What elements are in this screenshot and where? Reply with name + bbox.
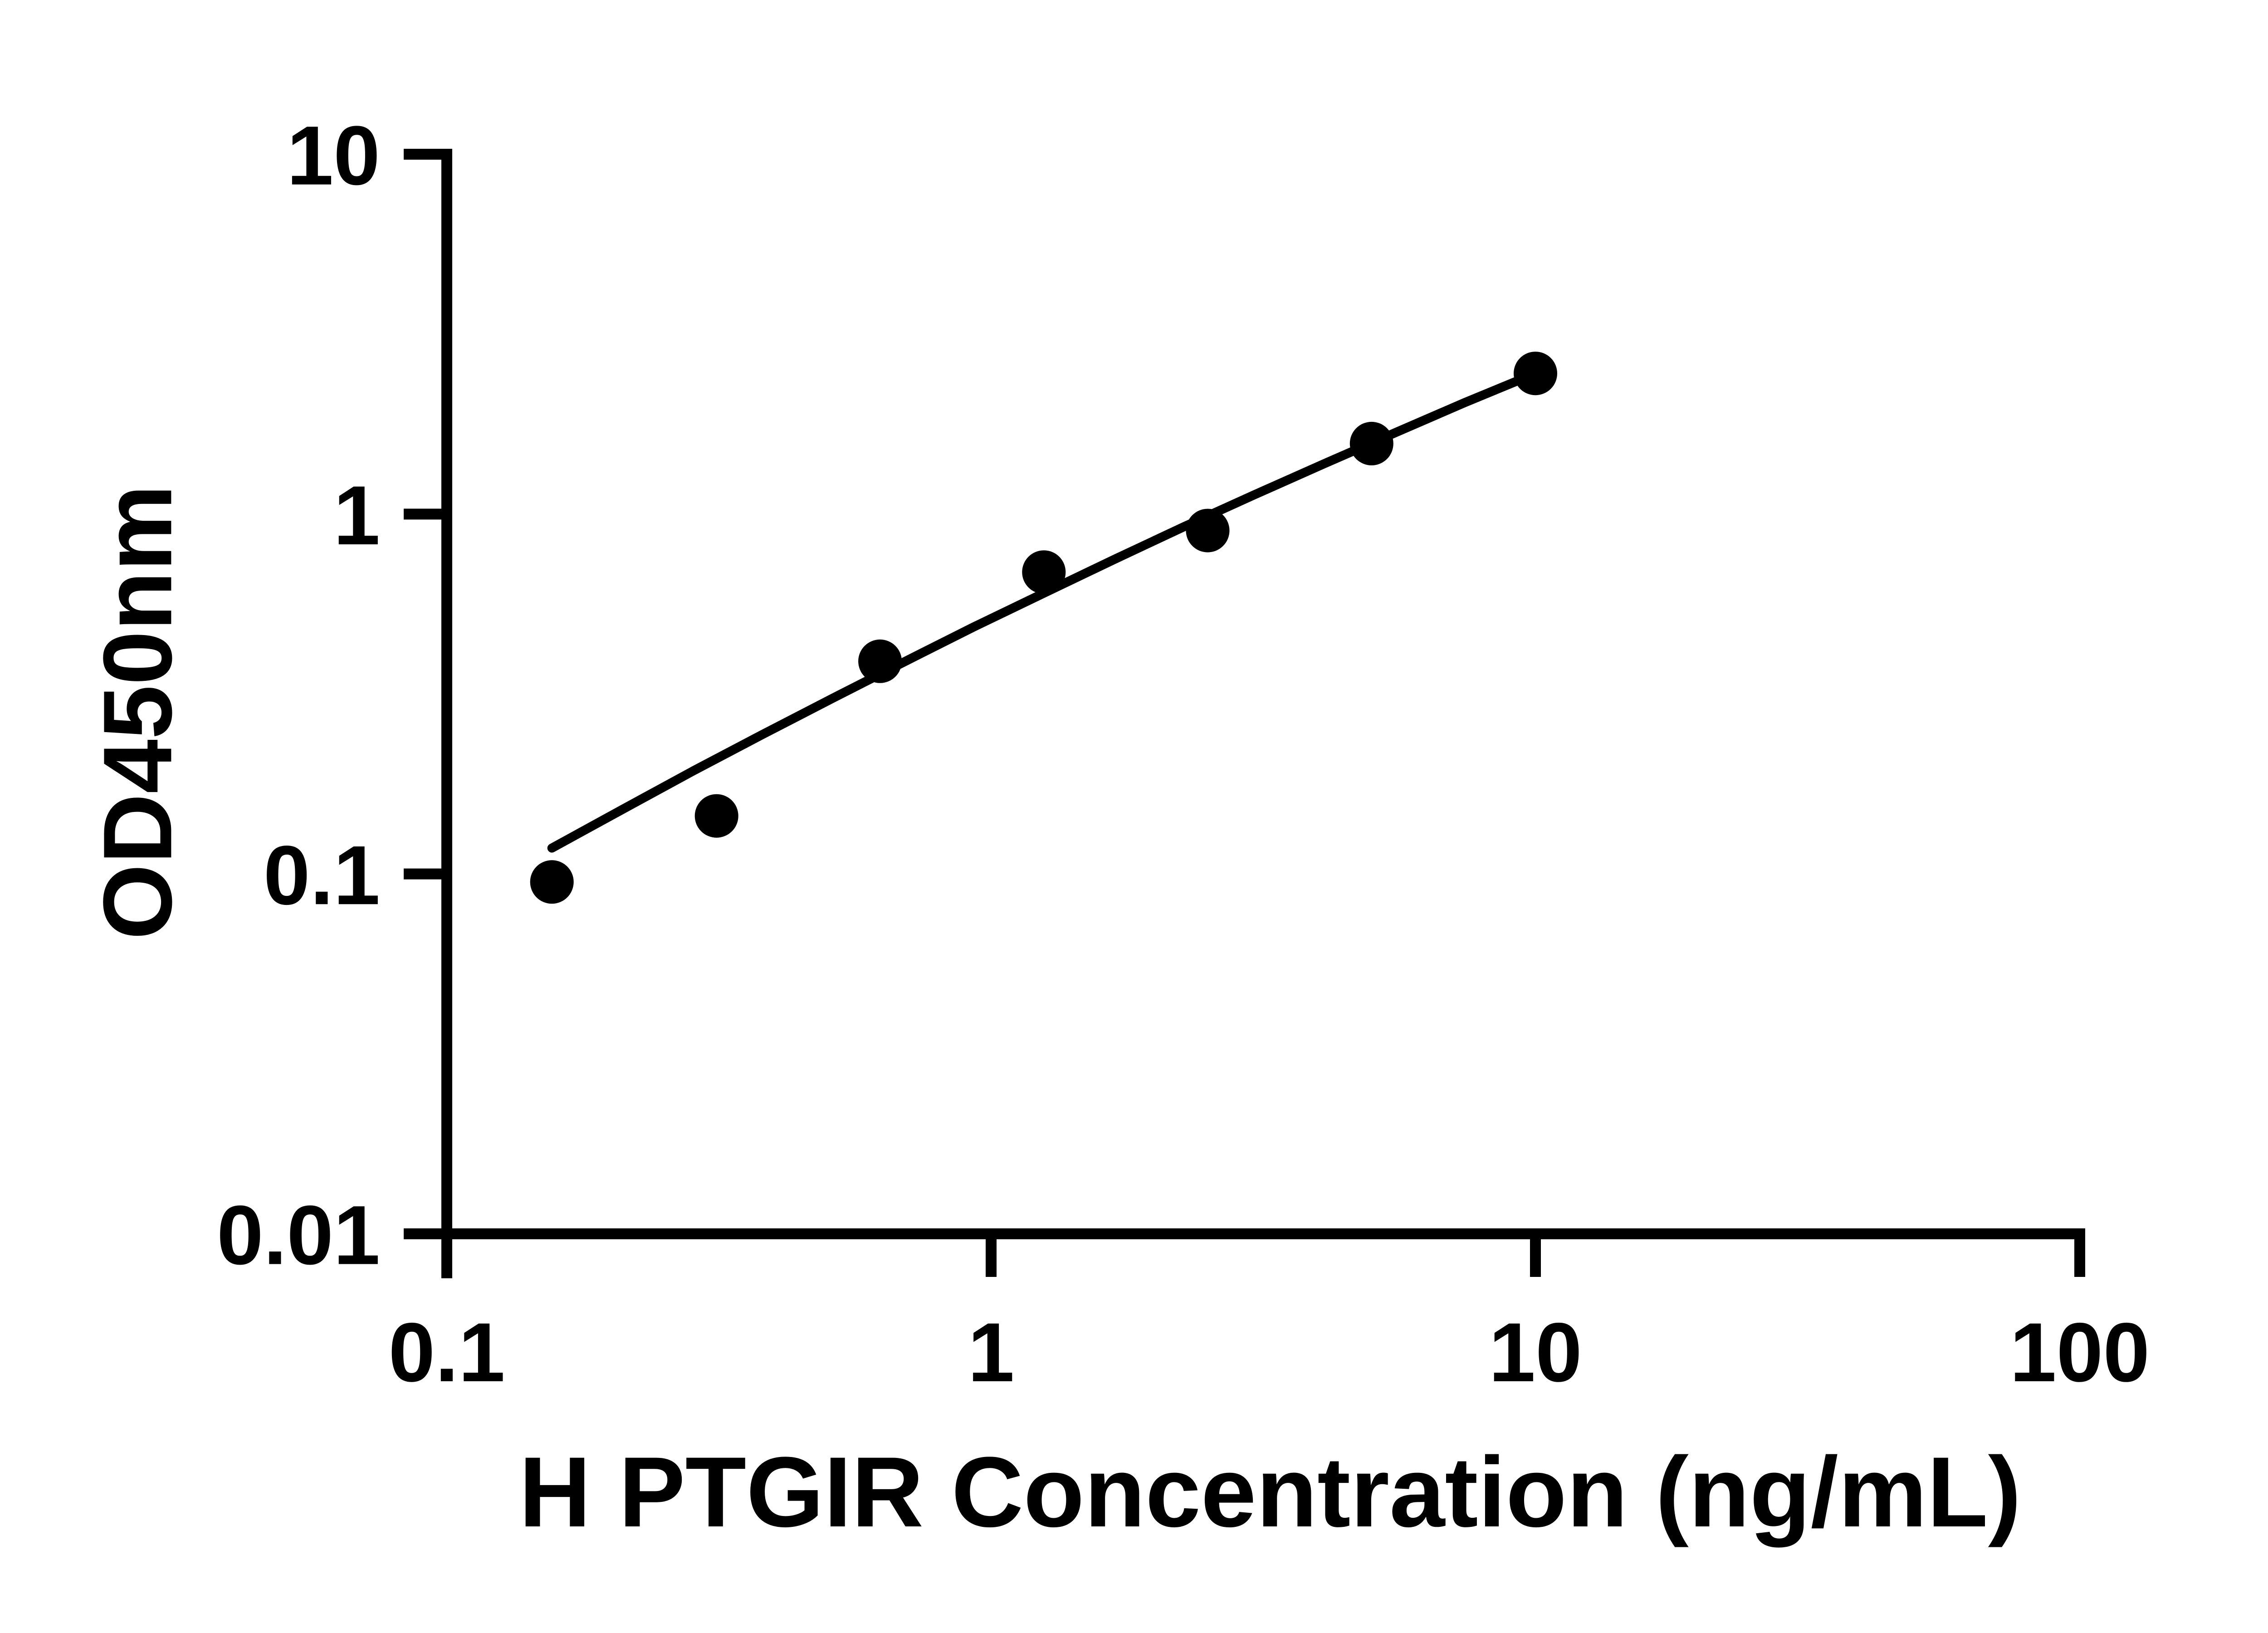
y-tick-label: 0.01 [217,1189,380,1282]
data-point [1022,550,1066,594]
data-point [1186,508,1230,552]
data-point [1349,421,1393,465]
x-tick-label: 10 [1489,1306,1582,1399]
x-tick-label: 100 [2010,1306,2150,1399]
y-tick-label: 1 [333,469,380,562]
y-tick-label: 0.1 [264,829,380,922]
data-point [530,860,574,904]
data-point [858,639,902,683]
y-axis-title: OD450nm [83,484,192,940]
x-tick-label: 0.1 [388,1306,505,1399]
data-point [694,794,738,838]
x-tick-label: 1 [968,1306,1015,1399]
data-point [1514,352,1557,396]
x-axis-title: H PTGIR Concentration (ng/mL) [519,1436,2021,1548]
y-tick-label: 10 [287,109,380,203]
plot-series-group [530,352,1557,904]
